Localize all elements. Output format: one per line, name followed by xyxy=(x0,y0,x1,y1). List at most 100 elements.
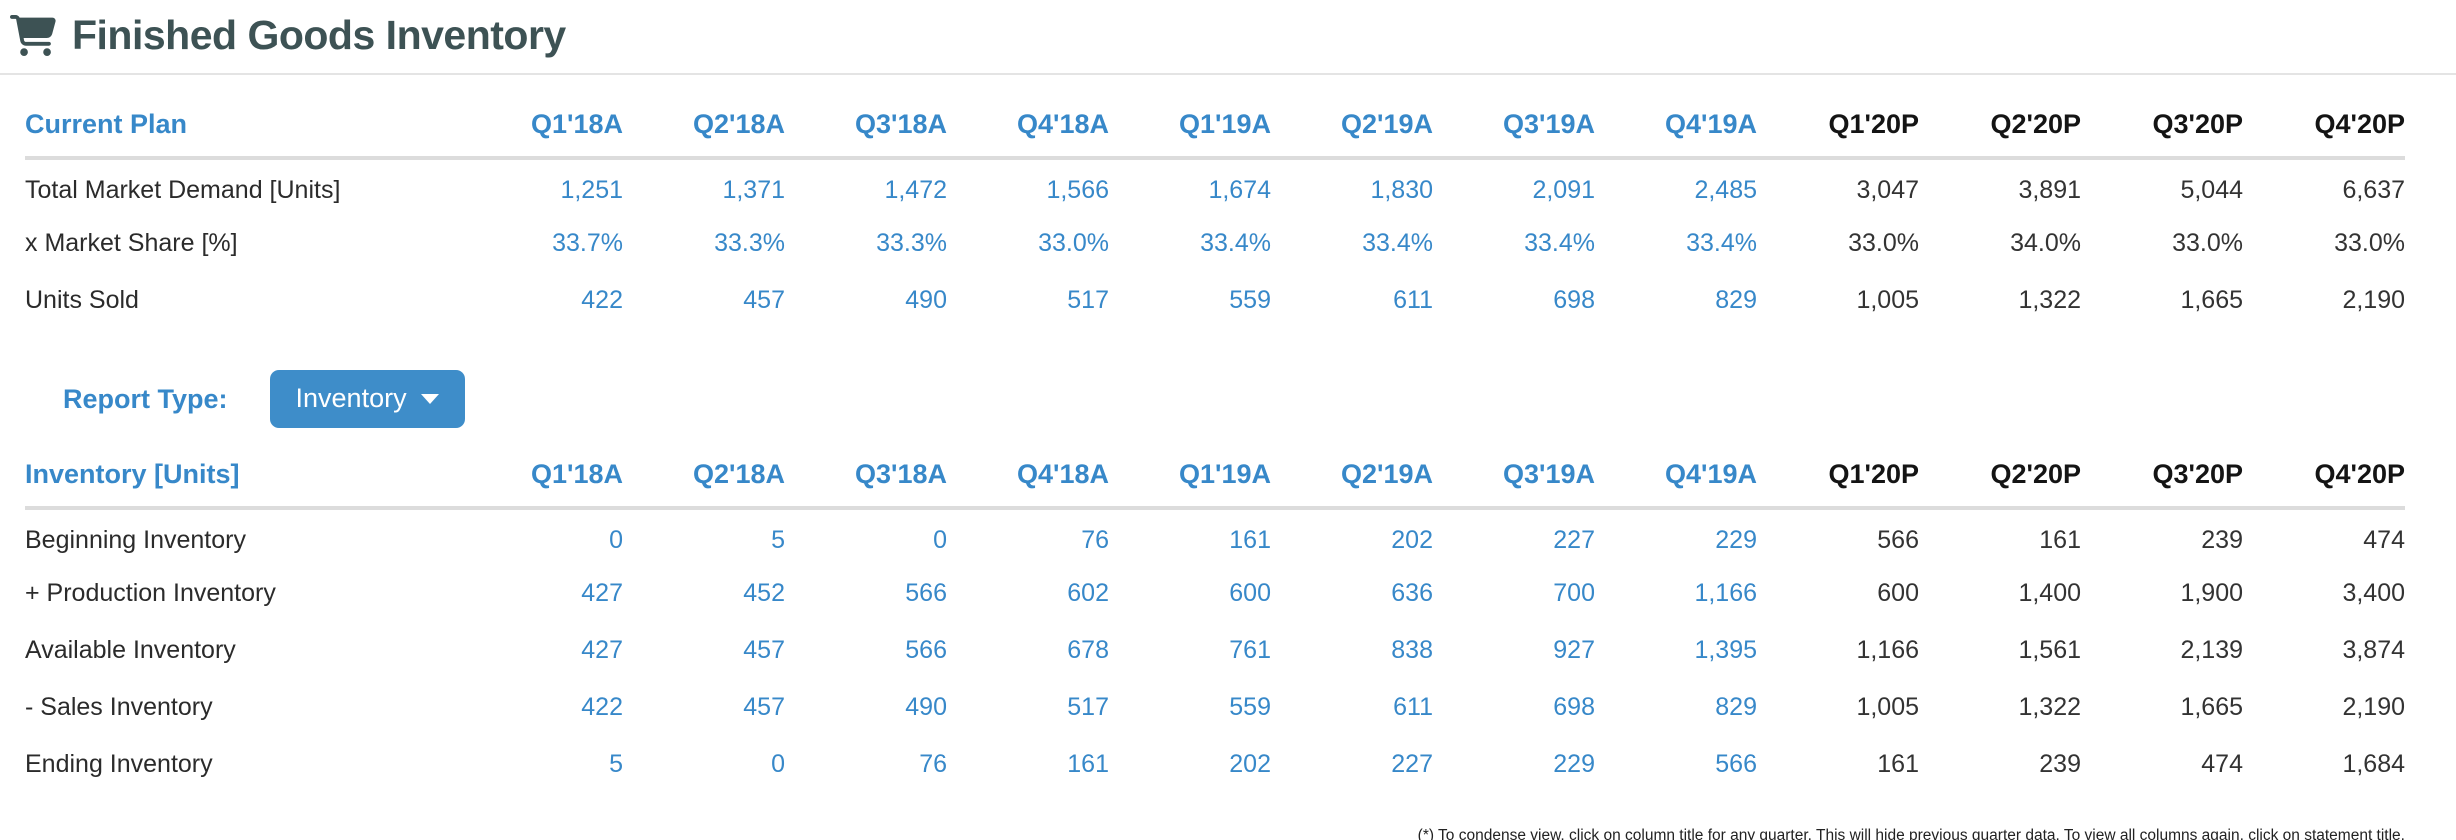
value-cell: 1,005 xyxy=(1856,693,1919,721)
quarter-column-header[interactable]: Q2'20P xyxy=(1919,95,2081,160)
value-cell: 517 xyxy=(1067,286,1109,314)
quarter-column-header[interactable]: Q1'19A xyxy=(1109,95,1271,160)
quarter-column-header[interactable]: Q4'20P xyxy=(2243,445,2405,510)
value-cell: 474 xyxy=(2363,526,2405,554)
value-cell: 33.3% xyxy=(876,229,947,257)
value-cell: 2,190 xyxy=(2342,693,2405,721)
value-cell: 229 xyxy=(1715,526,1757,554)
quarter-column-header[interactable]: Q4'20P xyxy=(2243,95,2405,160)
value-cell: 33.0% xyxy=(2172,229,2243,257)
value-cell: 600 xyxy=(1877,579,1919,607)
column-header-row: Inventory [Units] Q1'18A Q2'18A Q3'18A Q4'18… xyxy=(25,445,2405,510)
report-type-dropdown[interactable]: Inventory xyxy=(269,370,465,428)
row-label: Total Market Demand [Units] xyxy=(25,176,341,204)
value-cell: 602 xyxy=(1067,579,1109,607)
value-cell: 161 xyxy=(1229,526,1271,554)
table-row: Available Inventory 427 457 566 678 761 838 927… xyxy=(25,622,2405,679)
table-row: + Production Inventory 427 452 566 602 600 636… xyxy=(25,565,2405,622)
value-cell: 611 xyxy=(1393,693,1433,721)
value-cell: 229 xyxy=(1553,750,1595,778)
value-cell: 33.4% xyxy=(1200,229,1271,257)
value-cell: 566 xyxy=(905,636,947,664)
value-cell: 422 xyxy=(581,286,623,314)
value-cell: 559 xyxy=(1229,286,1271,314)
value-cell: 1,005 xyxy=(1856,286,1919,314)
value-cell: 2,091 xyxy=(1532,176,1595,204)
value-cell: 829 xyxy=(1715,286,1757,314)
value-cell: 698 xyxy=(1553,693,1595,721)
quarter-column-header[interactable]: Q2'18A xyxy=(623,445,785,510)
page-title: Finished Goods Inventory xyxy=(72,12,566,58)
value-cell: 33.3% xyxy=(714,229,785,257)
value-cell: 490 xyxy=(905,286,947,314)
value-cell: 3,400 xyxy=(2342,579,2405,607)
table-row: Total Market Demand [Units] 1,251 1,371 1,4… xyxy=(25,158,2405,215)
value-cell: 5 xyxy=(771,526,785,554)
value-cell: 600 xyxy=(1229,579,1271,607)
quarter-column-header[interactable]: Q3'18A xyxy=(785,445,947,510)
value-cell: 698 xyxy=(1553,286,1595,314)
quarter-column-header[interactable]: Q3'19A xyxy=(1433,445,1595,510)
value-cell: 700 xyxy=(1553,579,1595,607)
statement-title[interactable]: Current Plan xyxy=(25,95,461,160)
quarter-column-header[interactable]: Q3'20P xyxy=(2081,445,2243,510)
value-cell: 427 xyxy=(581,579,623,607)
value-cell: 457 xyxy=(743,693,785,721)
value-cell: 1,166 xyxy=(1694,579,1757,607)
value-cell: 202 xyxy=(1229,750,1271,778)
quarter-column-header[interactable]: Q1'20P xyxy=(1757,445,1919,510)
value-cell: 2,139 xyxy=(2180,636,2243,664)
shopping-cart-icon xyxy=(10,15,56,56)
value-cell: 761 xyxy=(1229,636,1271,664)
table-row: Ending Inventory 5 0 76 161 202 227 229 566 161 23… xyxy=(25,736,2405,793)
value-cell: 678 xyxy=(1067,636,1109,664)
value-cell: 0 xyxy=(771,750,785,778)
row-label: x Market Share [%] xyxy=(25,229,238,257)
value-cell: 829 xyxy=(1715,693,1757,721)
quarter-column-header[interactable]: Q1'19A xyxy=(1109,445,1271,510)
row-label: Ending Inventory xyxy=(25,750,213,778)
value-cell: 239 xyxy=(2039,750,2081,778)
quarter-column-header[interactable]: Q3'20P xyxy=(2081,95,2243,160)
page-header: Finished Goods Inventory xyxy=(0,0,2456,75)
value-cell: 76 xyxy=(1081,526,1109,554)
value-cell: 3,891 xyxy=(2018,176,2081,204)
quarter-column-header[interactable]: Q4'19A xyxy=(1595,445,1757,510)
value-cell: 33.7% xyxy=(552,229,623,257)
quarter-column-header[interactable]: Q3'18A xyxy=(785,95,947,160)
quarter-column-header[interactable]: Q1'18A xyxy=(461,445,623,510)
value-cell: 2,485 xyxy=(1694,176,1757,204)
quarter-column-header[interactable]: Q4'18A xyxy=(947,445,1109,510)
value-cell: 566 xyxy=(905,579,947,607)
value-cell: 161 xyxy=(1877,750,1919,778)
value-cell: 33.0% xyxy=(1848,229,1919,257)
quarter-column-header[interactable]: Q4'18A xyxy=(947,95,1109,160)
quarter-column-header[interactable]: Q2'18A xyxy=(623,95,785,160)
quarter-column-header[interactable]: Q2'19A xyxy=(1271,95,1433,160)
value-cell: 2,190 xyxy=(2342,286,2405,314)
value-cell: 1,322 xyxy=(2018,693,2081,721)
value-cell: 3,874 xyxy=(2342,636,2405,664)
statement-title[interactable]: Inventory [Units] xyxy=(25,445,461,510)
value-cell: 1,566 xyxy=(1046,176,1109,204)
value-cell: 1,322 xyxy=(2018,286,2081,314)
quarter-column-header[interactable]: Q3'19A xyxy=(1433,95,1595,160)
value-cell: 1,400 xyxy=(2018,579,2081,607)
value-cell: 5 xyxy=(609,750,623,778)
quarter-column-header[interactable]: Q2'20P xyxy=(1919,445,2081,510)
report-type-row: Report Type: Inventory xyxy=(63,369,2456,429)
value-cell: 202 xyxy=(1391,526,1433,554)
quarter-column-header[interactable]: Q4'19A xyxy=(1595,95,1757,160)
quarter-column-header[interactable]: Q1'20P xyxy=(1757,95,1919,160)
table-row: Beginning Inventory 0 5 0 76 161 202 227 229 566 1… xyxy=(25,508,2405,565)
row-label: + Production Inventory xyxy=(25,579,276,607)
quarter-column-header[interactable]: Q1'18A xyxy=(461,95,623,160)
value-cell: 474 xyxy=(2201,750,2243,778)
value-cell: 1,830 xyxy=(1370,176,1433,204)
value-cell: 1,900 xyxy=(2180,579,2243,607)
row-label: - Sales Inventory xyxy=(25,693,213,721)
value-cell: 33.4% xyxy=(1524,229,1595,257)
report-type-label: Report Type: xyxy=(63,383,228,414)
quarter-column-header[interactable]: Q2'19A xyxy=(1271,445,1433,510)
